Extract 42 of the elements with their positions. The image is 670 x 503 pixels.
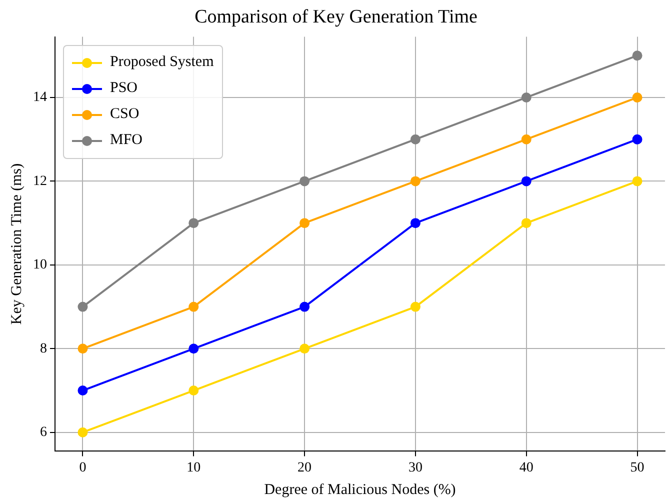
point bbox=[300, 218, 310, 228]
x-tick-label: 10 bbox=[186, 460, 201, 476]
legend-label: Proposed System bbox=[110, 54, 214, 72]
x-tick-label: 40 bbox=[519, 460, 534, 476]
point bbox=[188, 344, 199, 354]
x-axis-title: Degree of Malicious Nodes (%) bbox=[264, 482, 456, 498]
y-tick-label: 12 bbox=[33, 174, 47, 189]
point bbox=[410, 218, 420, 228]
point bbox=[632, 134, 642, 144]
point bbox=[632, 176, 642, 186]
point bbox=[300, 302, 310, 312]
point bbox=[78, 344, 88, 354]
point bbox=[410, 176, 420, 186]
y-axis-title: Key Generation Time (ms) bbox=[8, 163, 25, 325]
point bbox=[188, 386, 199, 396]
legend-label: CSO bbox=[110, 106, 140, 124]
point bbox=[521, 218, 532, 228]
legend-label: MFO bbox=[110, 132, 143, 150]
point bbox=[188, 302, 199, 312]
point bbox=[521, 92, 532, 102]
point bbox=[632, 50, 642, 61]
point bbox=[410, 134, 420, 144]
y-tick-label: 6 bbox=[40, 425, 47, 440]
point bbox=[300, 176, 310, 186]
y-tick-label: 14 bbox=[33, 90, 47, 106]
chart-title: Comparison of Key Generation Time bbox=[194, 6, 478, 28]
point bbox=[632, 92, 642, 102]
point bbox=[188, 218, 199, 228]
point bbox=[78, 427, 88, 438]
y-tick-label: 10 bbox=[33, 258, 47, 273]
x-tick-label: 0 bbox=[79, 460, 86, 476]
legend-label: PSO bbox=[110, 80, 138, 98]
x-tick-label: 50 bbox=[630, 460, 644, 476]
point bbox=[300, 344, 310, 354]
point bbox=[521, 134, 532, 144]
x-tick-label: 20 bbox=[298, 460, 312, 476]
x-tick-label: 30 bbox=[408, 460, 422, 476]
y-tick-label: 8 bbox=[40, 341, 47, 356]
point bbox=[78, 302, 88, 312]
point bbox=[410, 302, 420, 312]
point bbox=[78, 386, 88, 396]
point bbox=[521, 176, 532, 186]
